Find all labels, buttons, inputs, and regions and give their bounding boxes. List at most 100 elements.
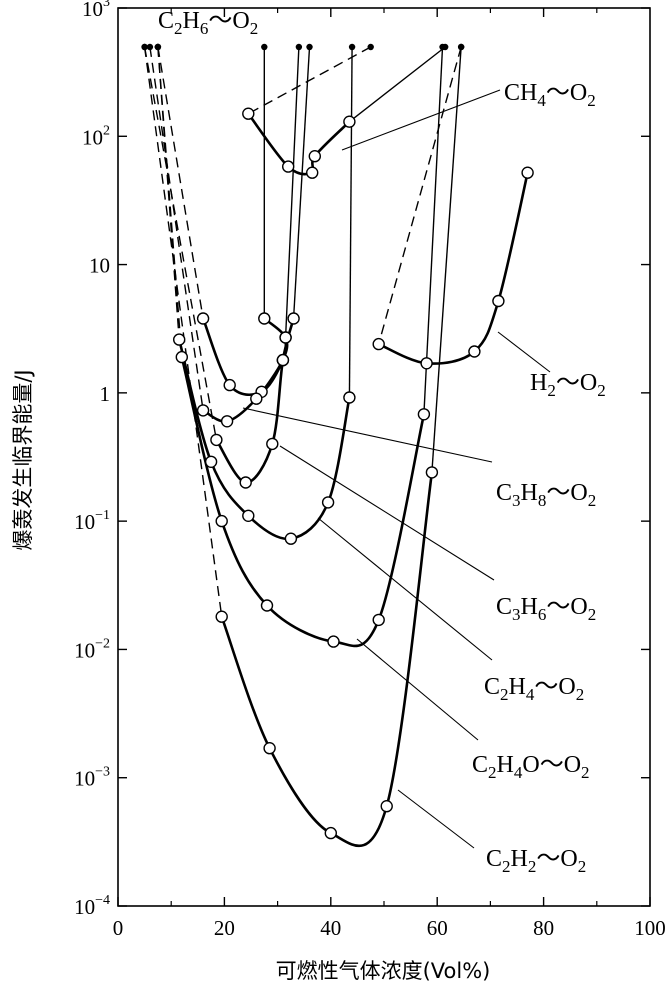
y-axis-title: 爆轰发生临界能量/J: [11, 369, 35, 550]
data-point: [306, 166, 319, 179]
series-leader-line: [242, 407, 493, 463]
limit-dot: [457, 43, 465, 51]
series-curve: [247, 112, 351, 176]
y-tick-label: 10−1: [74, 508, 110, 534]
y-tick-label: 10: [89, 254, 110, 278]
x-tick-label: 40: [320, 916, 341, 940]
series-label: C2H4～O2: [484, 674, 584, 704]
data-point: [260, 599, 274, 612]
data-point: [172, 333, 186, 346]
x-tick-label: 80: [533, 916, 554, 940]
y-tick-label: 10−4: [74, 893, 110, 919]
data-point: [266, 437, 279, 451]
data-point: [175, 350, 189, 364]
limit-dot: [154, 43, 162, 51]
series-leader-line: [279, 445, 495, 581]
x-tick-label: 20: [214, 916, 235, 940]
limit-dot: [306, 43, 313, 51]
series-curve: [180, 356, 426, 648]
data-point: [239, 476, 252, 489]
limit-dot: [141, 43, 148, 51]
data-point: [343, 391, 356, 404]
limit-line: [248, 46, 372, 115]
data-point: [420, 357, 433, 370]
data-point: [196, 404, 210, 417]
data-point: [327, 635, 340, 648]
data-point: [204, 455, 218, 468]
x-axis-title: 可燃性气体浓度(Vol%): [276, 959, 491, 983]
limit-line: [378, 46, 462, 345]
limit-line: [143, 46, 218, 441]
series-label: C3H8～O2: [496, 480, 596, 510]
limit-line: [348, 46, 446, 123]
series-leader-line: [497, 331, 551, 373]
data-point: [343, 115, 356, 128]
limit-line: [143, 46, 223, 617]
data-point: [258, 312, 271, 325]
data-point: [417, 408, 431, 421]
data-point: [287, 312, 300, 325]
series-leader-line: [356, 638, 479, 741]
series-label: H2～O2: [530, 370, 606, 400]
x-tick-label: 0: [113, 916, 124, 940]
data-point: [279, 331, 292, 344]
y-tick-label: 103: [82, 0, 110, 21]
data-point: [372, 337, 385, 351]
y-tick-label: 102: [82, 123, 110, 149]
data-point: [372, 613, 385, 627]
series-label: CH4～O2: [504, 80, 596, 110]
data-point: [282, 160, 295, 173]
x-tick-label: 60: [427, 916, 448, 940]
data-point: [242, 107, 255, 120]
limit-line: [423, 46, 444, 415]
data-point: [223, 378, 236, 392]
limit-dot: [146, 43, 154, 51]
y-tick-label: 10−2: [74, 636, 110, 662]
data-point: [324, 826, 337, 840]
data-point: [276, 353, 290, 367]
data-point: [210, 433, 223, 447]
limit-line: [157, 46, 183, 358]
limit-line: [157, 46, 204, 319]
data-point: [425, 466, 439, 479]
series-label: C2H4O～O2: [472, 752, 590, 782]
series-curve: [378, 172, 529, 365]
series-label: C3H6～O2: [496, 594, 596, 624]
data-point: [521, 166, 534, 179]
limit-line: [348, 46, 353, 398]
data-point: [196, 312, 210, 325]
series-curve: [201, 317, 289, 396]
data-point: [215, 514, 228, 528]
series-leader-line: [317, 517, 493, 661]
data-point: [284, 532, 298, 545]
limit-dot: [295, 43, 303, 51]
limit-line: [284, 46, 300, 338]
data-point: [215, 610, 228, 623]
limit-dot: [439, 43, 446, 51]
data-point: [220, 415, 234, 428]
limit-dot: [367, 43, 374, 51]
data-point: [242, 509, 255, 522]
series-label: C2H2～O2: [486, 846, 586, 876]
y-tick-label: 10−3: [74, 765, 110, 791]
y-tick-label: 1: [100, 382, 111, 406]
data-point: [468, 345, 481, 358]
data-point: [380, 800, 393, 813]
limit-line: [149, 46, 204, 411]
limit-dot: [261, 43, 268, 51]
limit-dot: [348, 43, 356, 51]
data-point: [308, 149, 321, 163]
series-label: C2H6～O2: [158, 8, 258, 38]
series-curve: [220, 472, 434, 848]
series-leader-line: [397, 789, 475, 849]
data-point: [263, 742, 276, 755]
limit-line: [292, 46, 311, 319]
limit-line: [431, 46, 462, 473]
series-leader-line: [341, 89, 501, 151]
data-point: [492, 294, 505, 308]
data-point: [321, 496, 335, 509]
x-tick-label: 100: [634, 916, 666, 940]
series-curve: [177, 339, 351, 541]
data-point: [250, 392, 263, 405]
